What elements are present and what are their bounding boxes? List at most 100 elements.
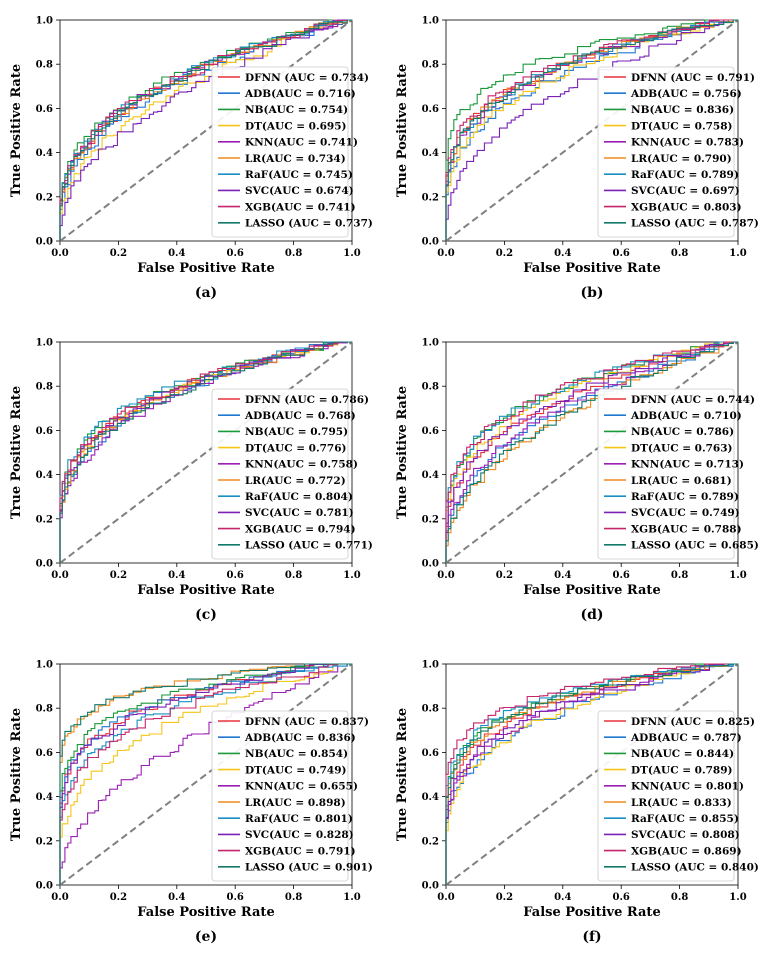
roc-curve-nb: [445, 19, 738, 241]
y-tick-label: 0.0: [36, 559, 53, 570]
y-axis-label: True Positive Rate: [395, 64, 410, 197]
roc-curve-adb: [445, 663, 738, 885]
plot-frame: [445, 19, 739, 242]
legend-label-dfnn: DFNN (AUC = 0.744): [631, 394, 755, 406]
roc-curve-lasso: [59, 663, 352, 885]
x-tick-label: 0.6: [612, 248, 629, 259]
panel-label: (d): [580, 607, 603, 623]
x-tick-label: 0.2: [496, 248, 513, 259]
panel-label: (c): [195, 607, 217, 623]
x-tick-label: 0.0: [51, 570, 68, 581]
x-axis-label: False Positive Rate: [523, 261, 660, 276]
y-tick-label: 0.4: [36, 792, 53, 803]
legend-label-lasso: LASSO (AUC = 0.840): [631, 862, 759, 874]
legend-label-dt: DT(AUC = 0.695): [245, 120, 347, 132]
x-axis-label: False Positive Rate: [137, 583, 274, 598]
legend-label-adb: ADB(AUC = 0.768): [244, 410, 356, 422]
roc-curve-xgb: [445, 663, 738, 885]
y-tick-label: 0.8: [36, 60, 53, 71]
legend-label-dt: DT(AUC = 0.789): [631, 764, 733, 776]
x-tick-label: 1.0: [343, 892, 360, 903]
legend-label-knn: KNN(AUC = 0.758): [245, 459, 358, 471]
x-tick-label: 0.2: [496, 892, 513, 903]
legend-label-adb: ADB(AUC = 0.836): [244, 732, 356, 744]
y-tick-label: 0.2: [36, 192, 53, 203]
x-tick-label: 0.4: [554, 892, 571, 903]
x-tick-label: 0.6: [226, 892, 243, 903]
roc-curve-dt: [59, 663, 352, 885]
y-tick-label: 0.6: [36, 104, 53, 115]
roc-panel: 0.0 0.2 0.4 0.6 0.8 1.0 0.0 0.2 0.4 0.6 0.8 1.0 Fals…: [395, 16, 759, 302]
legend-label-dfnn: DFNN (AUC = 0.734): [245, 72, 369, 84]
y-tick-label: 0.6: [36, 426, 53, 437]
x-tick-label: 1.0: [729, 248, 746, 259]
y-tick-label: 1.0: [422, 16, 439, 27]
x-tick-label: 0.2: [110, 248, 127, 259]
legend-label-raf: RaF(AUC = 0.745): [245, 169, 353, 181]
roc-curve-knn: [59, 663, 352, 885]
y-tick-label: 0.4: [422, 792, 439, 803]
roc-curve-raf: [59, 663, 352, 885]
x-tick-label: 0.4: [168, 248, 185, 259]
legend-label-svc: SVC(AUC = 0.808): [631, 829, 740, 841]
legend-label-adb: ADB(AUC = 0.716): [244, 88, 356, 100]
legend-label-knn: KNN(AUC = 0.713): [631, 459, 744, 471]
roc-curve-lasso: [59, 19, 352, 241]
y-tick-label: 0.6: [422, 748, 439, 759]
x-tick-label: 0.0: [51, 248, 68, 259]
roc-curve-lasso: [445, 19, 738, 241]
legend-label-nb: NB(AUC = 0.795): [245, 426, 348, 438]
y-tick-label: 1.0: [422, 338, 439, 349]
x-tick-label: 1.0: [343, 248, 360, 259]
roc-curve-svc: [445, 341, 738, 563]
legend-label-adb: ADB(AUC = 0.787): [630, 732, 742, 744]
x-tick-label: 0.4: [168, 892, 185, 903]
y-tick-label: 1.0: [36, 338, 53, 349]
y-tick-label: 1.0: [36, 16, 53, 27]
y-tick-label: 0.6: [36, 748, 53, 759]
legend-label-adb: ADB(AUC = 0.710): [630, 410, 742, 422]
roc-curve-xgb: [59, 341, 352, 563]
y-tick-label: 0.8: [422, 382, 439, 393]
legend-label-xgb: XGB(AUC = 0.741): [245, 201, 356, 213]
x-tick-label: 0.4: [554, 248, 571, 259]
legend-label-dfnn: DFNN (AUC = 0.837): [245, 716, 369, 728]
x-tick-label: 0.6: [612, 570, 629, 581]
plot-frame: [445, 341, 739, 564]
x-tick-label: 0.8: [671, 248, 688, 259]
legend-box: [211, 66, 349, 238]
y-tick-label: 0.4: [422, 148, 439, 159]
y-tick-label: 0.8: [36, 704, 53, 715]
plot-frame: [59, 19, 353, 242]
y-axis-label: True Positive Rate: [9, 64, 24, 197]
chance-diagonal: [59, 19, 353, 242]
y-tick-label: 0.2: [36, 514, 53, 525]
roc-panel: 0.0 0.2 0.4 0.6 0.8 1.0 0.0 0.2 0.4 0.6 0.8 1.0 Fals…: [395, 660, 759, 946]
roc-panel: 0.0 0.2 0.4 0.6 0.8 1.0 0.0 0.2 0.4 0.6 0.8 1.0 Fals…: [9, 16, 373, 302]
legend-label-knn: KNN(AUC = 0.783): [631, 137, 744, 149]
x-tick-label: 0.8: [671, 570, 688, 581]
roc-curve-lasso: [445, 341, 738, 563]
x-tick-label: 0.8: [671, 892, 688, 903]
y-tick-label: 0.8: [36, 382, 53, 393]
legend-label-xgb: XGB(AUC = 0.794): [245, 523, 356, 535]
y-tick-label: 0.2: [36, 836, 53, 847]
roc-curve-dt: [445, 19, 738, 241]
legend-label-lr: LR(AUC = 0.772): [245, 475, 346, 487]
y-tick-label: 0.6: [422, 426, 439, 437]
legend-label-xgb: XGB(AUC = 0.803): [631, 201, 742, 213]
y-tick-label: 1.0: [422, 660, 439, 671]
y-tick-label: 0.0: [422, 237, 439, 248]
panel-label: (b): [580, 285, 603, 301]
y-tick-label: 0.4: [36, 470, 53, 481]
roc-curve-nb: [59, 663, 352, 885]
roc-curve-svc: [445, 19, 738, 241]
y-tick-label: 0.0: [36, 881, 53, 892]
chance-diagonal: [445, 341, 739, 564]
y-tick-label: 0.2: [422, 514, 439, 525]
legend-label-dt: DT(AUC = 0.758): [631, 120, 733, 132]
roc-curve-lasso: [59, 341, 352, 563]
x-tick-label: 0.8: [285, 248, 302, 259]
x-tick-label: 0.2: [110, 570, 127, 581]
